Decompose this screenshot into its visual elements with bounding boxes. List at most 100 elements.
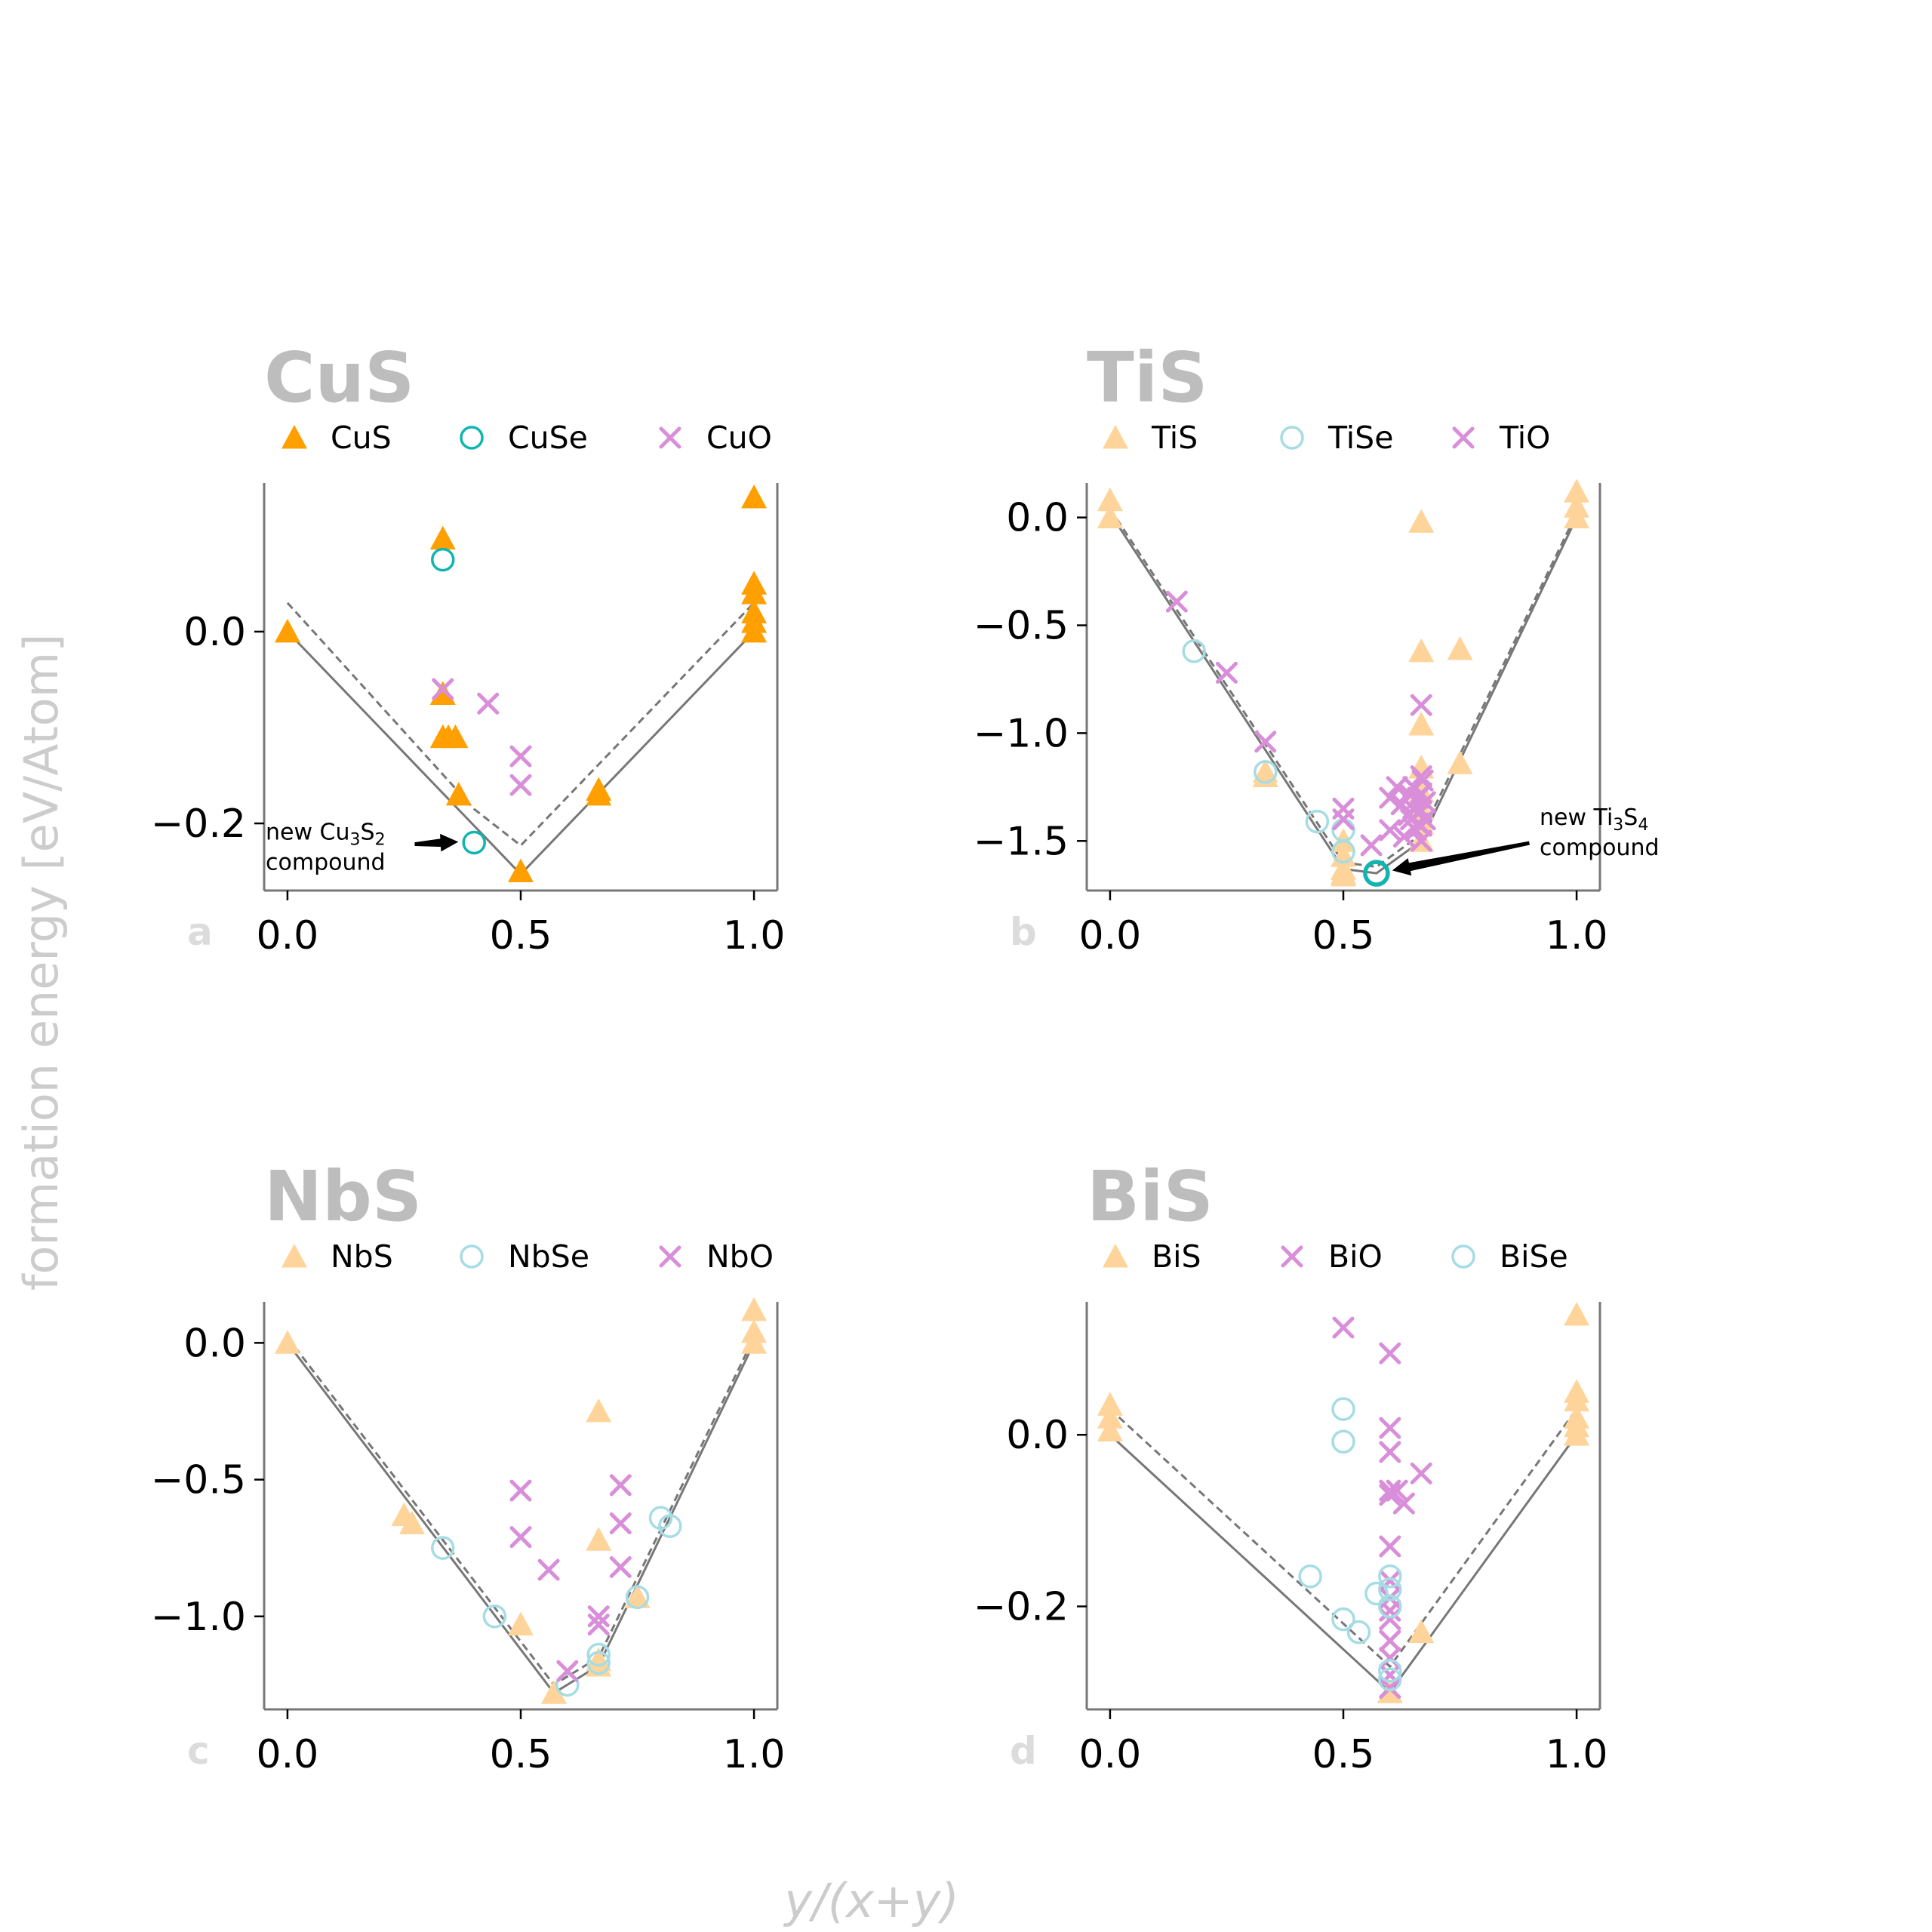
x-tick-label: 0.5 (490, 913, 552, 958)
series-highlight (1363, 860, 1390, 887)
data-point (445, 781, 472, 806)
panel-title-NbS: NbS (264, 1156, 422, 1237)
legend-marker-CuO (659, 426, 681, 449)
data-point (624, 1584, 651, 1608)
x-tick-label: 1.0 (723, 913, 786, 958)
data-point (741, 1297, 768, 1321)
y-axis-label: formation energy [eV/Atom] (14, 634, 69, 1291)
legend-marker-TiSe (1280, 426, 1304, 450)
data-point (586, 781, 612, 806)
series-TiSe (1182, 639, 1355, 864)
data-point (625, 1585, 650, 1610)
x-axis-label: y/(x+y) (783, 1873, 958, 1928)
legend-marker-NbSe (460, 1244, 484, 1269)
panel-title-TiS: TiS (1087, 337, 1208, 418)
data-point (1165, 590, 1188, 613)
data-point (587, 1605, 610, 1628)
series-TiO (1165, 590, 1436, 857)
legend-marker-BiO (1281, 1245, 1303, 1268)
data-point (1410, 829, 1432, 852)
legend-marker-NbS (281, 1244, 307, 1268)
y-tick-label: −1.0 (151, 1595, 246, 1640)
data-point (1364, 1581, 1389, 1606)
panel-title-CuS: CuS (264, 337, 414, 418)
data-point (1377, 1679, 1403, 1703)
y-tick-label: 0.0 (183, 1321, 246, 1366)
hull-line-solid (286, 1342, 755, 1695)
legend-marker-BiS (1103, 1244, 1128, 1268)
legend-marker-CuSe (460, 426, 484, 450)
data-point (586, 1527, 612, 1551)
data-point (1379, 1342, 1401, 1364)
series-BiS (1097, 1302, 1590, 1703)
data-point (540, 1680, 567, 1704)
data-point (741, 580, 768, 605)
legend-entry-TiO: TiO (1452, 420, 1550, 456)
data-point (1331, 1607, 1355, 1632)
data-point (1331, 863, 1356, 887)
data-point (587, 1614, 610, 1636)
data-point (1414, 808, 1436, 831)
data-point (1447, 750, 1473, 774)
data-point (1360, 834, 1383, 857)
data-point (274, 618, 300, 643)
data-point (1447, 636, 1473, 660)
data-point (1097, 1404, 1123, 1429)
data-point (1378, 1659, 1402, 1683)
annotation-text: compound (1540, 835, 1660, 861)
panel-letter: b (1010, 910, 1037, 954)
legend-marker-TiS (1103, 425, 1128, 449)
data-point (586, 1651, 611, 1675)
annotation-text: compound (266, 849, 386, 875)
x-tick-label: 0.5 (1312, 913, 1375, 958)
y-tick-label: 0.0 (183, 610, 246, 655)
legend-entry-TiSe: TiSe (1280, 420, 1393, 456)
y-tick-label: −0.2 (974, 1585, 1069, 1630)
legend-marker-CuS (281, 425, 307, 449)
data-point (586, 1642, 611, 1667)
legend-entry-BiS: BiS (1103, 1238, 1201, 1275)
legend-label-BiO: BiO (1328, 1238, 1383, 1275)
y-tick-label: −1.0 (974, 711, 1069, 756)
legend-label-BiSe: BiSe (1500, 1238, 1568, 1275)
data-point (1410, 1462, 1432, 1484)
annotation-arrow (1392, 841, 1530, 876)
data-point (741, 618, 768, 643)
data-point (741, 1330, 768, 1354)
data-point (1379, 1535, 1401, 1558)
data-point (1564, 1302, 1590, 1326)
x-tick-label: 1.0 (1546, 1732, 1608, 1777)
panel-letter: d (1010, 1729, 1037, 1773)
data-point (1097, 504, 1123, 529)
data-point (477, 692, 500, 715)
legend-marker-TiO (1452, 426, 1475, 449)
data-point (1564, 1422, 1590, 1446)
data-point (482, 1604, 507, 1629)
legend-entry-BiSe: BiSe (1451, 1238, 1568, 1275)
data-point (1379, 1417, 1401, 1439)
data-point (658, 1514, 682, 1538)
data-point (429, 681, 456, 705)
data-point (1392, 1492, 1415, 1515)
data-point (1410, 765, 1432, 788)
data-point (1378, 1667, 1402, 1691)
x-tick-label: 1.0 (723, 1732, 786, 1777)
annotation-text: new Ti3S4 (1540, 804, 1648, 835)
data-point (1331, 1429, 1355, 1454)
data-point (1378, 1594, 1402, 1619)
series-CuS (274, 485, 768, 883)
panel-letter: a (187, 910, 213, 954)
y-tick-label: 0.0 (1006, 496, 1069, 541)
x-tick-label: 0.0 (257, 913, 319, 958)
data-point (1305, 809, 1330, 834)
data-point (609, 1556, 632, 1579)
hull-line-solid (1109, 512, 1578, 875)
x-tick-label: 0.0 (1079, 913, 1142, 958)
data-point (1379, 819, 1401, 841)
data-point (274, 1330, 300, 1354)
